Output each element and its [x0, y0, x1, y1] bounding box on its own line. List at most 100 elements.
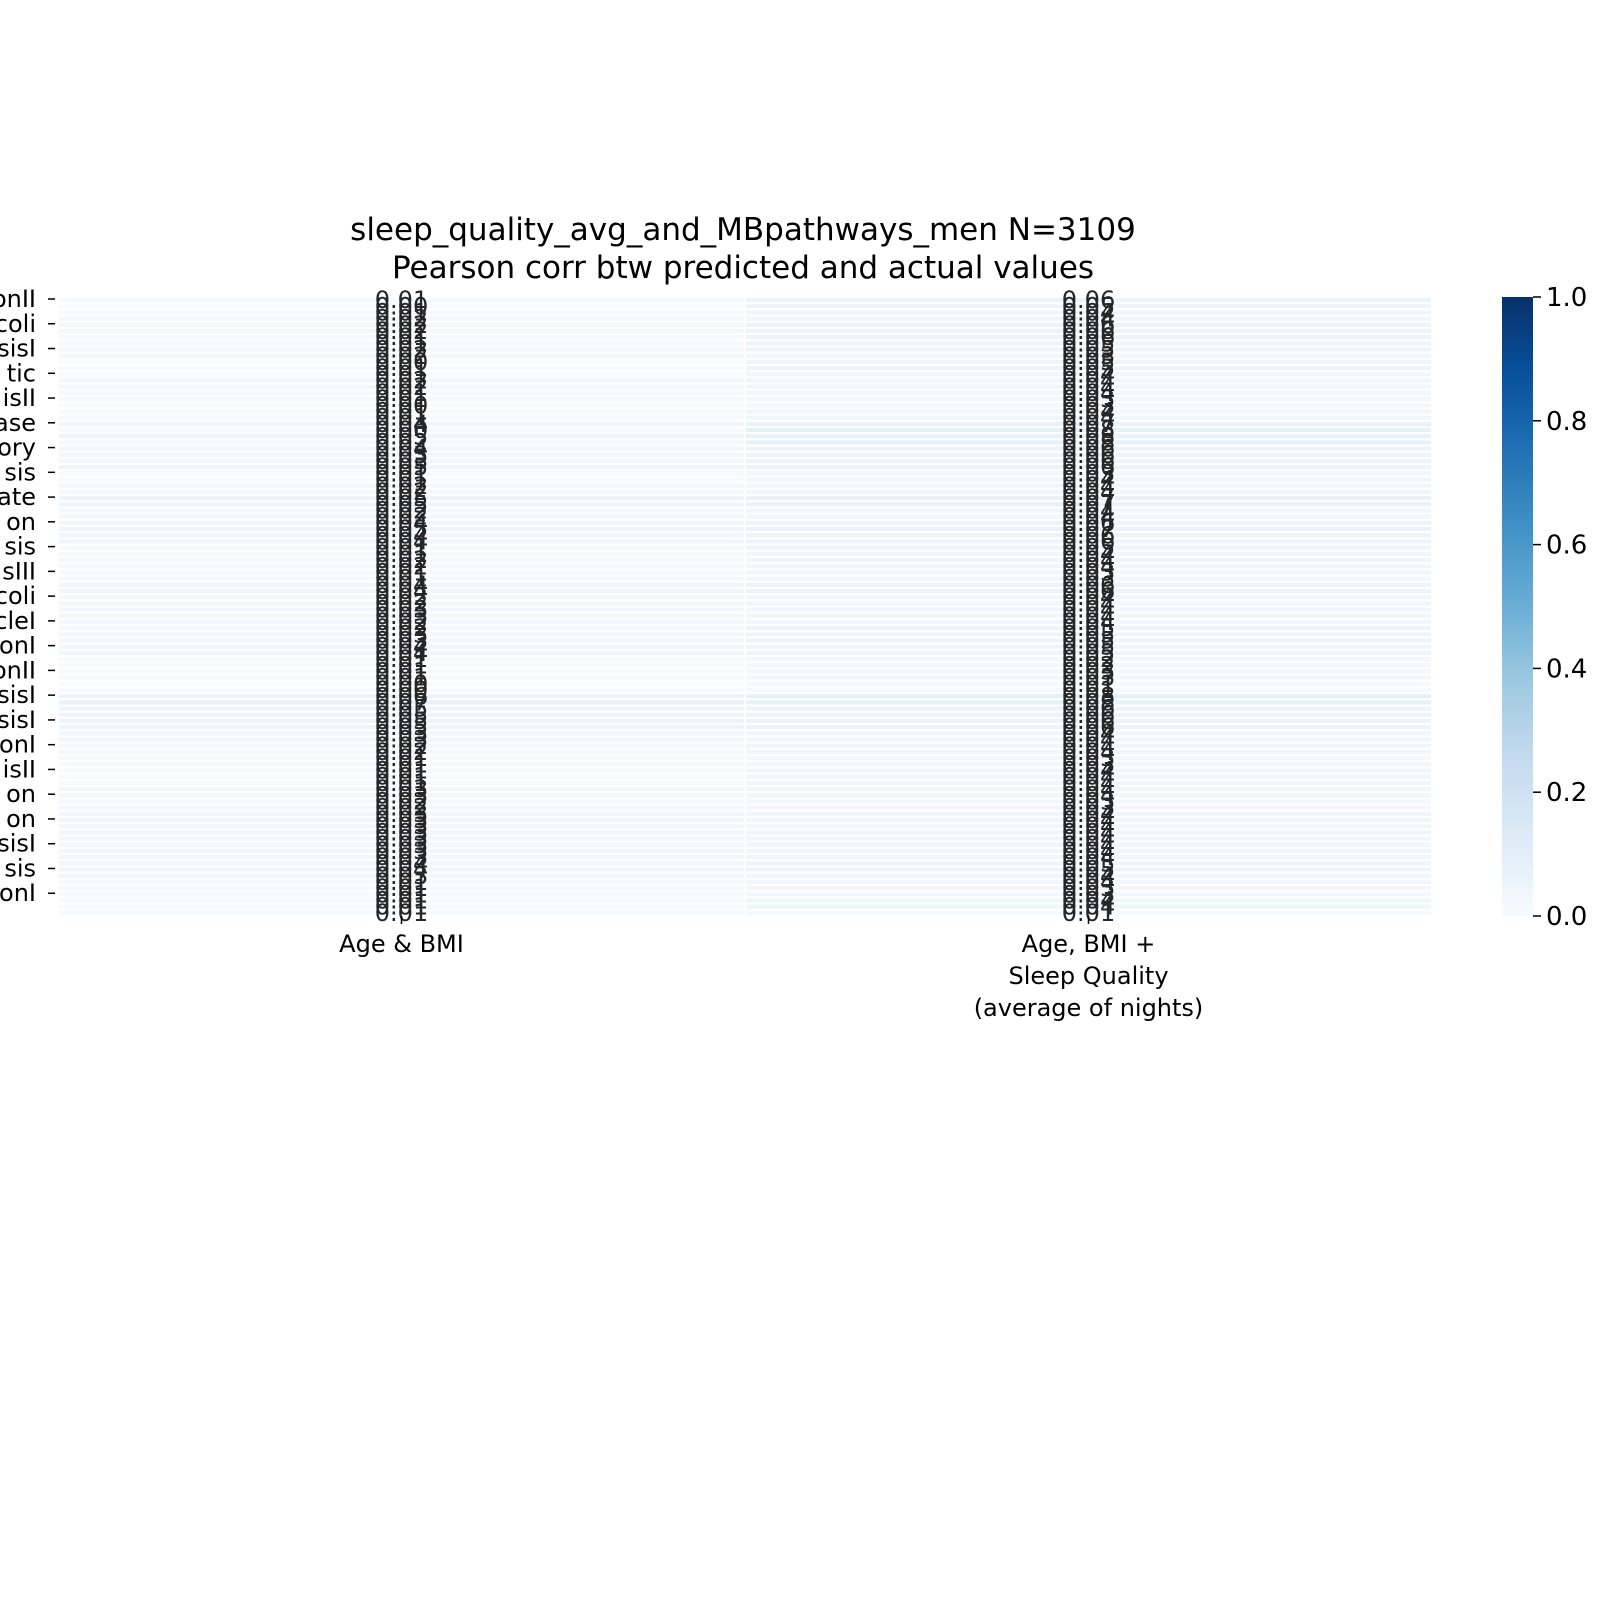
cell-annotation: 0.04 [1062, 862, 1115, 890]
colorbar-axis: 0.0 0.2 0.4 0.6 0.8 1.0 [1533, 283, 1587, 932]
cell-annotation: 0.01 [375, 329, 428, 357]
y-tick-label: coli [0, 310, 36, 338]
y-tick-label: isII [3, 755, 36, 783]
cell-annotation: 0.02 [375, 311, 428, 339]
cell-annotation: 0.03 [1062, 558, 1115, 586]
cell-annotation: 0.04 [1062, 800, 1115, 828]
cell-annotation: 0.02 [375, 472, 428, 500]
cell-annotation: 0.04 [375, 509, 428, 537]
cell-annotation: 0.04 [1062, 540, 1115, 568]
cell-annotation: 0.03 [375, 837, 428, 865]
cell-annotation: 0.01 [375, 323, 428, 351]
cell-annotation: 0.02 [375, 608, 428, 636]
y-tick-label: sIII [2, 557, 36, 585]
cell-annotation: 0.04 [1062, 726, 1115, 754]
cell-annotation: 0.04 [375, 849, 428, 877]
cell-annotation: 0.06 [1062, 311, 1115, 339]
cell-annotation: 0.04 [1062, 608, 1115, 636]
cell-annotation: 0.03 [375, 843, 428, 871]
cell-annotation: 0.02 [375, 373, 428, 401]
cell-annotation: 0.05 [375, 490, 428, 518]
cell-annotation: 0.05 [1062, 348, 1115, 376]
cell-annotation: 0.02 [375, 336, 428, 364]
cell-annotation: 0.06 [1062, 441, 1115, 469]
cell-annotation: 0.05 [375, 713, 428, 741]
cell-annotation: 0.07 [1062, 490, 1115, 518]
cell-annotation: 0.05 [375, 707, 428, 735]
cell-annotation: 0.02 [375, 546, 428, 574]
cell-annotation: 0.05 [1062, 354, 1115, 382]
cell-annotation: 0.04 [1062, 757, 1115, 785]
cell-annotation: 0.04 [1062, 552, 1115, 580]
y-tick-label: sisI [0, 706, 36, 734]
cell-annotation: 0.03 [375, 781, 428, 809]
cell-annotation: 0.04 [1062, 546, 1115, 574]
y-tick-label: onI [0, 879, 36, 907]
cell-annotation: 0.06 [1062, 577, 1115, 605]
cell-annotation: 0.05 [1062, 639, 1115, 667]
colorbar-tick-label: 1.0 [1546, 283, 1587, 313]
cell-annotation: 0.01 [375, 534, 428, 562]
cell-annotation: 0.04 [1062, 472, 1115, 500]
cell-annotation: 0.01 [1062, 676, 1115, 704]
cell-annotation: 0.03 [1062, 664, 1115, 692]
cell-annotation: 0.03 [375, 441, 428, 469]
cell-annotation: 0.06 [1062, 701, 1115, 729]
cell-annotation: 0.04 [1062, 367, 1115, 395]
cell-annotation: 0.06 [1062, 713, 1115, 741]
y-tick-label: cleI [0, 607, 36, 635]
cell-annotation: 0.01 [375, 750, 428, 778]
cell-annotation: 0.00 [375, 348, 428, 376]
x-axis [400, 916, 1090, 924]
colorbar [1502, 297, 1533, 916]
cell-annotation: 0.06 [1062, 571, 1115, 599]
cell-annotation: 0.03 [375, 831, 428, 859]
cell-annotation: 0.02 [375, 552, 428, 580]
cell-annotation: 0.03 [1062, 565, 1115, 593]
cell-annotation: 0.01 [1062, 670, 1115, 698]
cell-annotation: 0.01 [375, 664, 428, 692]
cell-annotation: 0.01 [375, 354, 428, 382]
cell-annotation: 0.06 [1062, 707, 1115, 735]
cell-annotation: 0.05 [1062, 633, 1115, 661]
cell-annotation: 0.02 [375, 367, 428, 395]
cell-annotation: 0.04 [1062, 404, 1115, 432]
cell-annotation: 0.04 [1062, 379, 1115, 407]
y-tick-label: onI [0, 632, 36, 660]
cell-annotation: 0.07 [1062, 484, 1115, 512]
cell-annotation: 0.01 [375, 645, 428, 673]
cell-annotation: 0.00 [375, 292, 428, 320]
cell-annotation: 0.05 [375, 515, 428, 543]
cell-annotation: 0.03 [375, 447, 428, 475]
x-tick-label: Age, BMI + Sleep Quality (average of nig… [973, 930, 1204, 1022]
cell-annotation: 0.02 [1062, 645, 1115, 673]
y-tick-label: ate [0, 483, 36, 511]
cell-annotation: 0.04 [1062, 602, 1115, 630]
cell-annotation: 0.04 [1062, 373, 1115, 401]
cell-annotation: 0.03 [375, 602, 428, 630]
cell-annotation: 0.04 [375, 571, 428, 599]
cell-annotation: 0.05 [375, 422, 428, 450]
y-axis: onIIcolisisIticisIIaseorysisateonsissIII… [0, 285, 55, 907]
cell-annotation: 0.03 [375, 719, 428, 747]
cell-annotation: 0.01 [375, 360, 428, 388]
colorbar-tick-label: 0.4 [1546, 654, 1587, 684]
cell-annotation: 0.03 [1062, 794, 1115, 822]
cell-annotation: 0.04 [1062, 732, 1115, 760]
cell-annotation: 0.04 [375, 633, 428, 661]
cell-annotation: 0.03 [375, 825, 428, 853]
cell-annotation: 0.04 [1062, 478, 1115, 506]
cell-annotation: 0.01 [375, 769, 428, 797]
cell-annotation: 0.06 [1062, 317, 1115, 345]
cell-annotation: 0.04 [1062, 818, 1115, 846]
cell-annotation: 0.03 [1062, 342, 1115, 370]
cell-annotation: 0.05 [1062, 534, 1115, 562]
cell-annotation: 0.04 [375, 521, 428, 549]
cell-annotation: 0.01 [375, 385, 428, 413]
chart-subtitle: Pearson corr btw predicted and actual va… [391, 250, 1095, 286]
cell-annotation: 0.03 [375, 726, 428, 754]
cell-annotation: 0.02 [375, 614, 428, 642]
cell-annotation: 0.04 [375, 435, 428, 463]
colorbar-tick-label: 0.2 [1546, 778, 1587, 808]
